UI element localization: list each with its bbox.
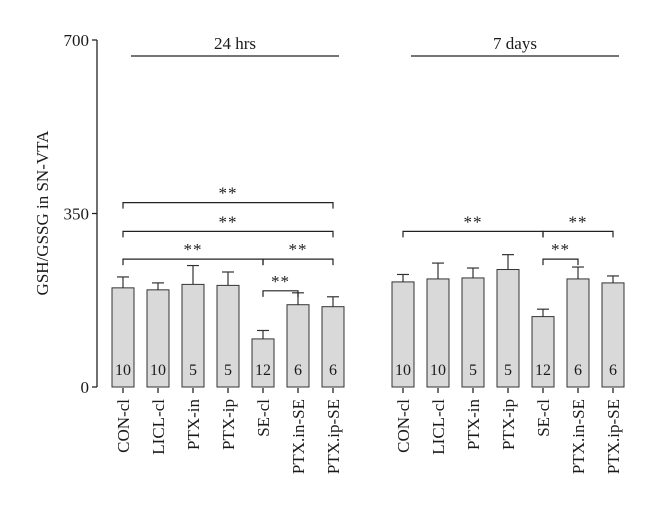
- bars: 10 10 5 5 12 6 6 10 10 5 5 12 6 6: [111, 254, 625, 388]
- sample-size-label: 5: [224, 362, 232, 379]
- significance-bracket: [542, 258, 579, 266]
- significance-bracket: [122, 230, 334, 238]
- sample-size-label: 5: [189, 362, 197, 379]
- y-tick-label: 700: [64, 31, 90, 50]
- significance-bracket: [122, 201, 334, 209]
- category-label: PTX.in-SE: [569, 399, 588, 474]
- sample-size-label: 10: [430, 362, 446, 379]
- group-title: 7 days: [493, 34, 537, 53]
- significance-label: **: [569, 212, 588, 231]
- significance-label: **: [464, 212, 483, 231]
- category-label: PTX-in: [184, 399, 203, 451]
- significance-bracket: [402, 230, 544, 238]
- significance-label: **: [219, 184, 238, 203]
- sample-size-label: 5: [469, 362, 477, 379]
- group-title: 24 hrs: [214, 34, 256, 53]
- axes: 0 350 700 CON-cl LICL-cl PTX-in PTX-ip SE-cl PTX…: [64, 31, 624, 474]
- significance-bracket: [262, 290, 299, 297]
- sample-size-label: 6: [294, 362, 302, 379]
- category-label: SE-cl: [254, 399, 273, 437]
- sample-size-label: 5: [504, 362, 512, 379]
- y-tick-label: 350: [64, 205, 90, 224]
- category-label: CON-cl: [114, 399, 133, 453]
- y-tick-label: 0: [81, 378, 90, 397]
- sample-size-label: 10: [115, 362, 131, 379]
- significance-bracket: [262, 258, 334, 266]
- significance-label: **: [219, 212, 238, 231]
- sample-size-label: 12: [535, 362, 551, 379]
- sample-size-label: 10: [150, 362, 166, 379]
- y-axis-label: GSH/GSSG in SN-VTA: [33, 130, 52, 296]
- annotations: 24 hrs ** ** ** ** ** 7 days ** ** **: [122, 34, 619, 297]
- category-label: PTX.ip-SE: [604, 399, 623, 474]
- category-label: CON-cl: [394, 399, 413, 453]
- sample-size-label: 12: [255, 362, 271, 379]
- significance-label: **: [289, 240, 308, 259]
- category-label: PTX.in-SE: [289, 399, 308, 474]
- category-label: LICL-cl: [429, 399, 448, 455]
- sample-size-label: 10: [395, 362, 411, 379]
- category-label: PTX.ip-SE: [324, 399, 343, 474]
- significance-label: **: [271, 272, 290, 291]
- category-label: PTX-in: [464, 399, 483, 451]
- sample-size-label: 6: [329, 362, 337, 379]
- category-label: PTX-ip: [219, 399, 238, 450]
- category-label: PTX-ip: [499, 399, 518, 450]
- sample-size-label: 6: [574, 362, 582, 379]
- significance-label: **: [184, 240, 203, 259]
- category-label: SE-cl: [534, 399, 553, 437]
- category-label: LICL-cl: [149, 399, 168, 455]
- significance-bracket: [122, 258, 264, 266]
- significance-label: **: [551, 240, 570, 259]
- sample-size-label: 6: [609, 362, 617, 379]
- significance-bracket: [542, 230, 614, 238]
